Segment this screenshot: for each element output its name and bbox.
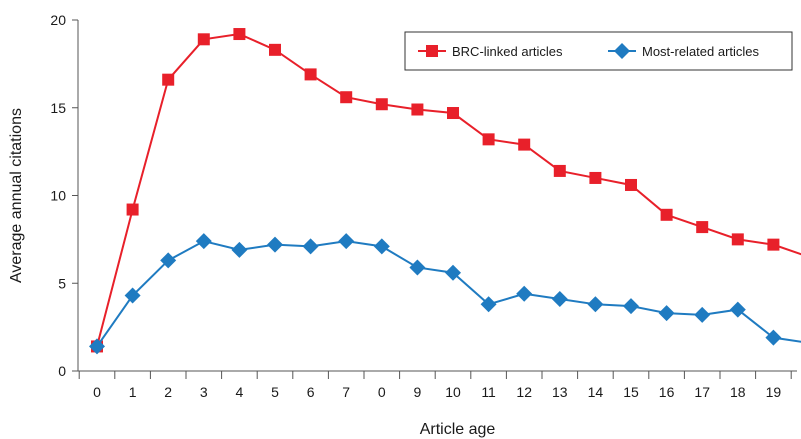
data-point-diamond — [302, 238, 319, 255]
y-axis-title: Average annual citations — [8, 108, 25, 283]
data-point-diamond — [89, 338, 105, 355]
legend-box — [404, 31, 793, 71]
data-point-diamond — [338, 233, 355, 250]
legend-label: BRC-linked articles — [452, 44, 563, 59]
y-tick-label: 0 — [58, 363, 66, 379]
data-point-diamond — [231, 241, 248, 258]
data-point-square — [731, 233, 744, 246]
data-point-square — [411, 103, 424, 116]
x-tick-label: 3 — [200, 384, 208, 400]
x-tick-label: 10 — [445, 384, 461, 400]
data-point-square — [269, 43, 281, 56]
data-point-diamond — [195, 233, 212, 250]
data-point-diamond — [160, 252, 177, 269]
legend-marker-square — [426, 45, 438, 57]
y-tick-label: 15 — [50, 100, 66, 116]
data-point-diamond — [124, 287, 141, 304]
x-tick-label: 14 — [588, 384, 604, 400]
data-point-square — [162, 73, 175, 86]
y-tick-label: 10 — [50, 188, 66, 204]
data-point-square — [553, 164, 566, 177]
x-tick-label: 17 — [694, 384, 710, 400]
data-point-diamond — [267, 236, 283, 253]
data-point-square — [696, 221, 709, 234]
data-point-diamond — [694, 306, 711, 323]
x-tick-label: 15 — [623, 384, 639, 400]
series-line — [96, 33, 801, 347]
x-axis-title: Article age — [420, 421, 496, 438]
y-tick-label: 5 — [58, 275, 66, 291]
x-tick-label: 13 — [552, 384, 568, 400]
x-tick-label: 11 — [481, 384, 496, 400]
data-point-diamond — [373, 238, 390, 255]
data-point-square — [482, 133, 495, 146]
legend-entry: Most-related articles — [608, 43, 760, 59]
data-point-diamond — [658, 305, 675, 322]
data-point-square — [447, 107, 459, 120]
legend-items: BRC-linked articles Most-related articles — [418, 43, 760, 59]
data-point-square — [518, 138, 531, 151]
x-tick-label: 1 — [129, 384, 137, 400]
data-point-square — [589, 171, 602, 184]
legend-entry: BRC-linked articles — [418, 44, 563, 59]
x-tick-label: 2 — [164, 384, 172, 400]
x-tick-label: 0 — [378, 384, 386, 400]
series-most-related — [89, 233, 801, 355]
data-point-square — [767, 238, 780, 251]
series-brc-linked — [91, 28, 801, 353]
x-tick-label: 19 — [766, 384, 782, 400]
data-point-diamond — [587, 296, 604, 313]
data-point-diamond — [445, 264, 461, 281]
series-line — [96, 240, 801, 348]
data-point-square — [660, 208, 673, 221]
data-point-square — [304, 68, 317, 81]
x-tick-label: 4 — [236, 384, 244, 400]
data-point-square — [233, 28, 246, 41]
x-tick-label: 6 — [307, 384, 315, 400]
x-axis-ticks: 01234567091011121314151617181920 — [78, 371, 792, 400]
x-tick-label: 12 — [516, 384, 532, 400]
y-axis-ticks: 0 5 10 15 20 — [50, 12, 78, 379]
data-point-diamond — [409, 259, 426, 276]
x-tick-label: 5 — [271, 384, 279, 400]
data-point-diamond — [623, 298, 639, 315]
data-point-diamond — [480, 296, 497, 313]
legend: BRC-linked articles Most-related articles — [404, 31, 793, 71]
series-layer — [89, 28, 801, 355]
data-point-square — [340, 91, 353, 104]
legend-marker-diamond — [614, 43, 630, 59]
data-point-diamond — [765, 329, 782, 346]
data-point-diamond — [516, 285, 533, 302]
data-point-square — [625, 178, 637, 191]
x-tick-label: 0 — [93, 384, 101, 400]
legend-label: Most-related articles — [642, 44, 760, 59]
x-tick-label: 18 — [730, 384, 746, 400]
y-tick-label: 20 — [50, 12, 66, 28]
x-tick-label: 16 — [659, 384, 675, 400]
data-point-square — [375, 98, 388, 111]
data-point-diamond — [729, 301, 746, 318]
x-tick-label: 9 — [414, 384, 422, 400]
data-point-square — [197, 33, 210, 46]
x-tick-label: 7 — [342, 384, 350, 400]
data-point-diamond — [551, 291, 568, 308]
data-point-square — [126, 203, 139, 216]
